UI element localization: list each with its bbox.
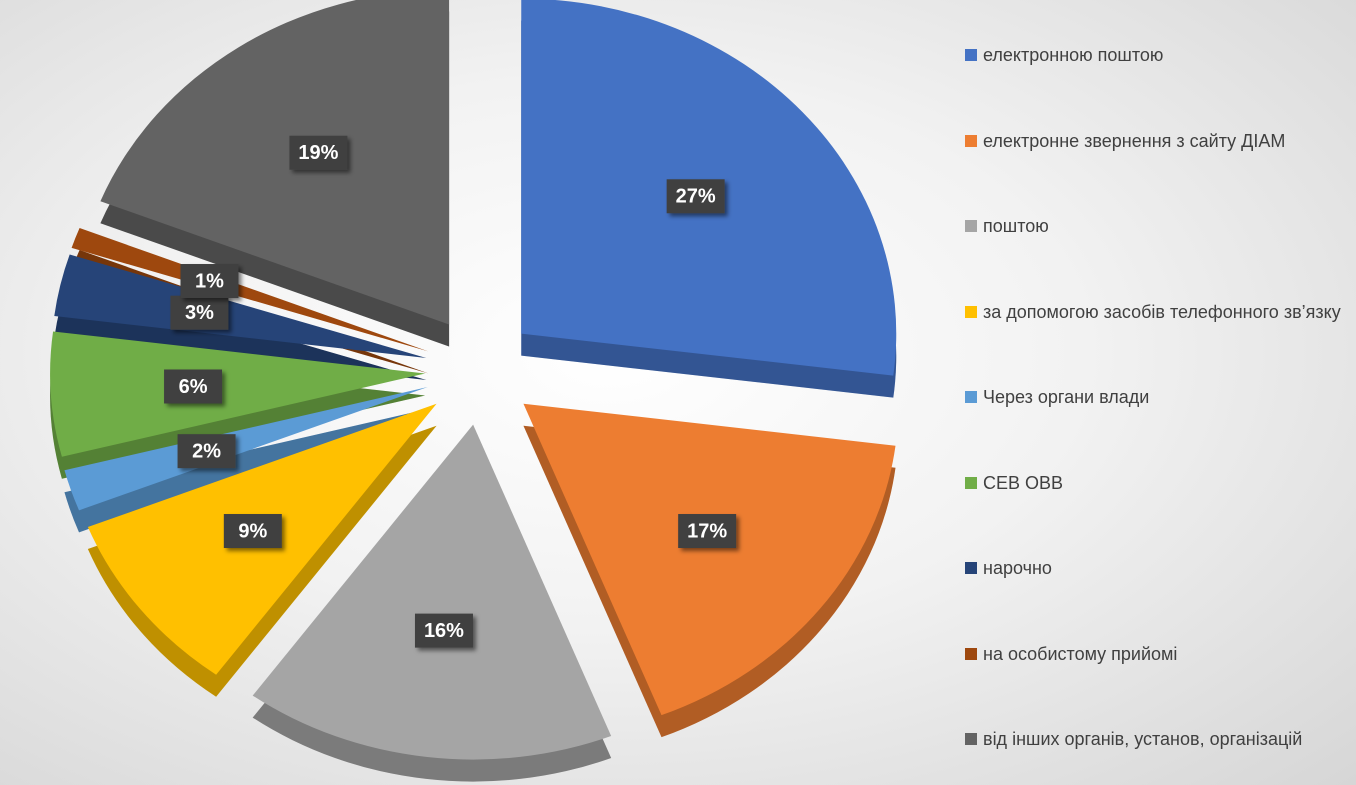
slice	[50, 331, 426, 457]
data-label: 2%	[192, 440, 221, 462]
legend-item: за допомогою засобів телефонного зв’язку	[965, 299, 1350, 325]
legend-label: Через органи влади	[983, 387, 1150, 407]
legend-swatch	[965, 391, 977, 403]
data-label-box	[223, 514, 282, 549]
data-label-box	[180, 264, 239, 299]
data-label: 17%	[687, 520, 727, 542]
data-label: 19%	[298, 142, 338, 164]
legend-swatch	[965, 647, 977, 660]
legend-item: електронною поштою	[965, 42, 1350, 68]
legend-item: на особистому прийомі	[965, 641, 1350, 667]
legend-label: за допомогою засобів телефонного зв’язку	[983, 301, 1341, 322]
slice	[252, 424, 612, 760]
legend-label: електронною поштою	[983, 45, 1164, 65]
data-label-box	[678, 514, 737, 549]
data-label: 9%	[238, 520, 267, 542]
legend-item: електронне звернення з сайту ДІАМ	[965, 128, 1350, 154]
legend-swatch	[965, 733, 977, 745]
legend-swatch	[965, 134, 977, 147]
data-label: 6%	[179, 376, 208, 398]
legend-label: поштою	[983, 216, 1049, 236]
slice	[71, 228, 429, 352]
legend-item: від інших органів, установ, організацій	[965, 726, 1350, 752]
data-label-box	[666, 179, 725, 214]
legend-label: електронне звернення з сайту ДІАМ	[983, 130, 1286, 151]
slice	[523, 403, 896, 716]
legend-swatch	[965, 562, 977, 574]
legend-item: СЕВ ОВВ	[965, 470, 1350, 496]
slice	[64, 386, 428, 511]
data-label-box	[164, 369, 223, 404]
data-label-box	[289, 135, 348, 170]
data-label-box	[414, 613, 473, 648]
legend-label: на особистому прийомі	[983, 643, 1178, 664]
legend-label: СЕВ ОВВ	[983, 472, 1064, 493]
data-label: 16%	[424, 620, 464, 642]
legend-item: поштою	[965, 213, 1350, 239]
legend-label: від інших органів, установ, організацій	[983, 729, 1303, 749]
legend-item: Через органи влади	[965, 384, 1350, 410]
data-label-box	[177, 434, 236, 469]
legend-swatch	[965, 220, 977, 232]
data-label: 1%	[195, 270, 224, 292]
slice	[100, 0, 450, 325]
legend-item: нарочно	[965, 555, 1350, 581]
legend-swatch	[965, 476, 977, 489]
legend-label: нарочно	[983, 558, 1052, 578]
legend-swatch	[965, 49, 977, 61]
data-label-box	[170, 295, 229, 330]
data-label: 3%	[185, 302, 214, 324]
legend-swatch	[965, 305, 977, 318]
slice	[54, 254, 427, 359]
data-label: 27%	[676, 186, 716, 208]
chart: 27% 17% 16% 9% 2% 6% 3% 1% 19%	[50, 0, 897, 782]
